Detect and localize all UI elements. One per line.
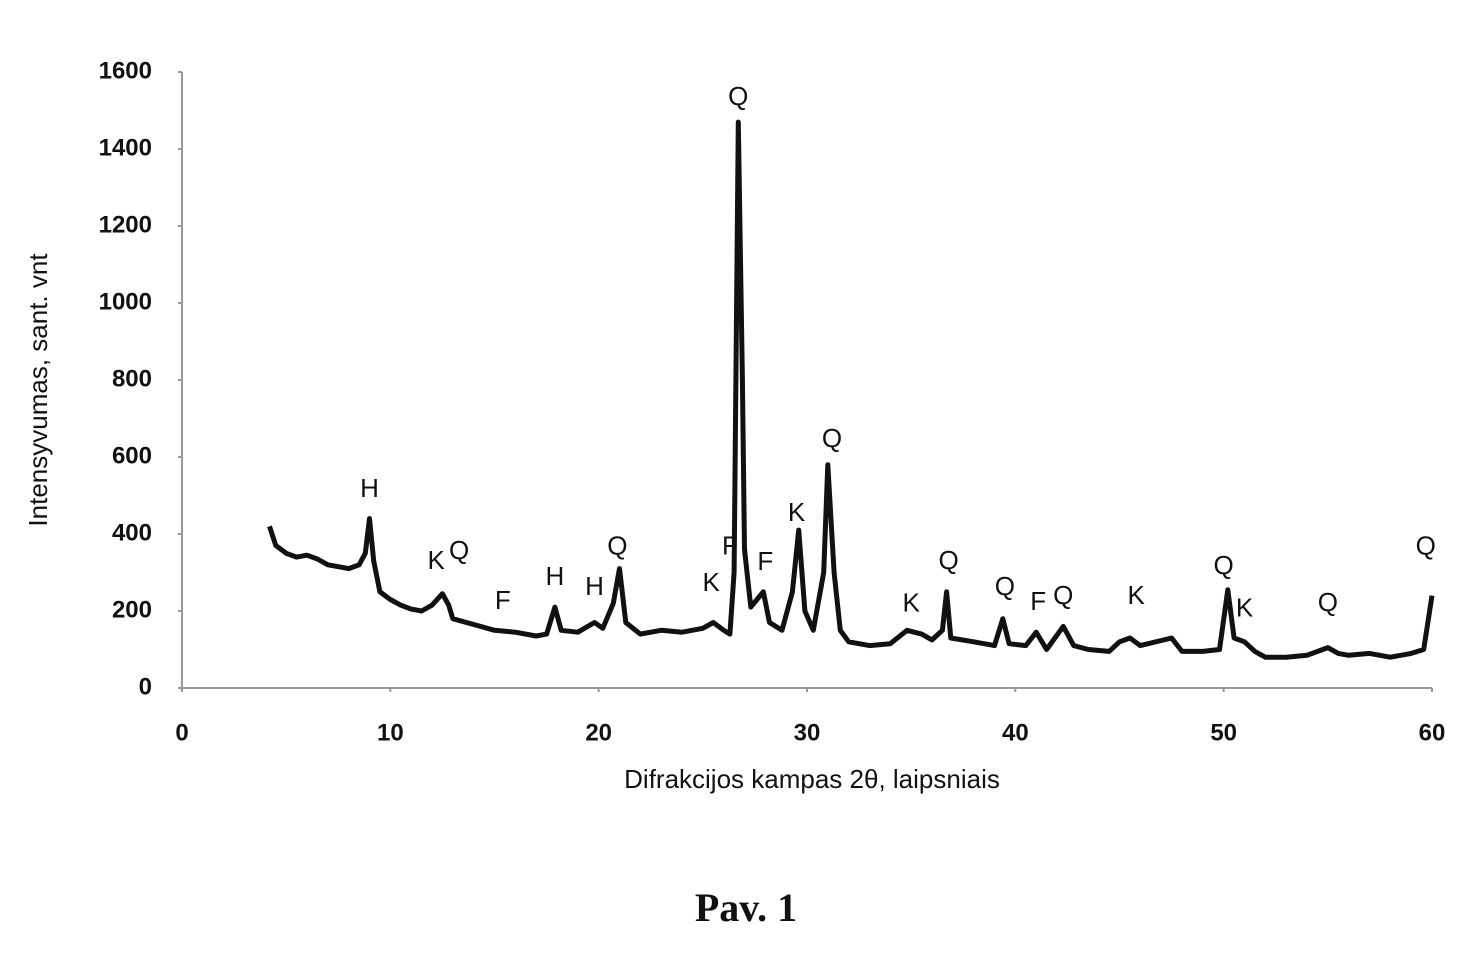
x-tick-label: 10 <box>377 719 404 746</box>
peak-label: K <box>427 545 445 575</box>
peak-label: H <box>585 571 604 601</box>
y-tick-label: 200 <box>112 596 152 623</box>
x-tick-label: 40 <box>1002 719 1029 746</box>
peak-label: K <box>1127 580 1145 610</box>
x-tick-label: 30 <box>794 719 821 746</box>
peak-label: F <box>495 585 511 615</box>
y-tick-label: 1200 <box>99 211 152 238</box>
peak-label: H <box>360 473 379 503</box>
x-axis-label: Difrakcijos kampas 2θ, laipsniais <box>624 764 1000 794</box>
peak-label: Q <box>939 545 959 575</box>
peak-label: K <box>788 497 806 527</box>
peak-label: H <box>546 561 565 591</box>
y-tick-label: 1600 <box>99 57 152 84</box>
x-tick-label: 60 <box>1419 719 1446 746</box>
peak-label: Q <box>607 531 627 561</box>
peak-label: Q <box>1318 587 1338 617</box>
peak-label: Q <box>1053 580 1073 610</box>
y-tick-label: 1400 <box>99 134 152 161</box>
peak-label: Q <box>822 423 842 453</box>
peak-label: Q <box>1416 531 1436 561</box>
data-line <box>270 122 1433 657</box>
y-tick-label: 600 <box>112 442 152 469</box>
peak-label: Q <box>449 535 469 565</box>
peak-label: Q <box>1214 550 1234 580</box>
peak-label: F <box>1030 586 1046 616</box>
y-axis-label: Intensyvumas, sant. vnt <box>23 253 53 527</box>
peak-label: F <box>757 546 773 576</box>
x-tick-label: 20 <box>585 719 612 746</box>
peak-label: K <box>702 567 720 597</box>
y-tick-label: 1000 <box>99 288 152 315</box>
y-tick-label: 400 <box>112 519 152 546</box>
y-tick-label: 0 <box>139 673 152 700</box>
x-tick-label: 0 <box>175 719 188 746</box>
x-tick-label: 50 <box>1210 719 1237 746</box>
caption: Pav. 1 <box>695 885 797 930</box>
peak-label: K <box>1236 593 1254 623</box>
peak-label: Q <box>995 571 1015 601</box>
peak-label: K <box>902 588 920 618</box>
chart: Difrakcijos kampas 2θ, laipsniais Intens… <box>0 0 1477 972</box>
peak-label: F <box>722 531 738 561</box>
y-tick-label: 800 <box>112 365 152 392</box>
peak-label: Q <box>728 81 748 111</box>
